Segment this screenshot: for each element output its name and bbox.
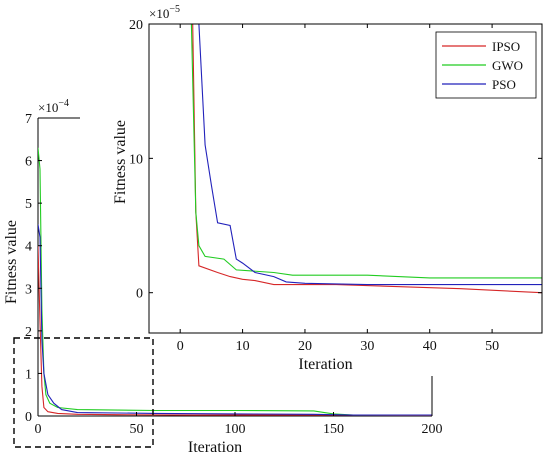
series-line-ipso bbox=[38, 245, 432, 416]
exponent-base: ×10 bbox=[149, 6, 169, 21]
zoom-region-box bbox=[13, 337, 154, 448]
legend-label-ipso: IPSO bbox=[492, 39, 520, 54]
exponent-power: −4 bbox=[58, 98, 69, 109]
x-tick-label: 50 bbox=[485, 339, 499, 354]
x-tick-label: 40 bbox=[423, 339, 437, 354]
y-tick-label: 20 bbox=[129, 18, 143, 33]
x-tick-label: 10 bbox=[236, 339, 250, 354]
series-line-ipso bbox=[192, 24, 542, 294]
series-line-pso bbox=[38, 224, 432, 416]
y-tick-label: 7 bbox=[25, 112, 32, 127]
x-tick-label: 50 bbox=[130, 422, 144, 437]
inset-frame bbox=[148, 23, 543, 334]
exponent-label: ×10−4 bbox=[38, 98, 69, 115]
x-tick-label: 150 bbox=[323, 422, 344, 437]
y-tick-label: 3 bbox=[25, 282, 32, 297]
series-line-gwo bbox=[190, 24, 542, 279]
y-tick-label: 5 bbox=[25, 197, 32, 212]
x-tick-label: 0 bbox=[177, 339, 184, 354]
legend-label-gwo: GWO bbox=[492, 58, 523, 73]
y-tick-label: 2 bbox=[25, 325, 32, 340]
exponent-label: ×10−5 bbox=[149, 4, 180, 21]
y-tick-label: 0 bbox=[136, 287, 143, 302]
y-tick-label: 6 bbox=[25, 155, 32, 170]
x-axis-label: Iteration bbox=[188, 439, 242, 456]
x-tick-label: 100 bbox=[225, 422, 246, 437]
series-line-pso bbox=[198, 24, 542, 286]
y-tick-label: 0 bbox=[25, 410, 32, 425]
inset-plot: 0 10 20 30 40 50 0 10 20 ×10−5 Iteration Fitness va… bbox=[112, 4, 543, 373]
y-tick-label: 10 bbox=[129, 152, 143, 167]
x-tick-label: 30 bbox=[360, 339, 374, 354]
exponent-power: −5 bbox=[169, 4, 180, 15]
x-tick-label: 20 bbox=[298, 339, 312, 354]
y-axis-label: Fitness value bbox=[112, 120, 129, 204]
main-plot: 0 50 100 150 20001234567×10−4IterationFitnes… bbox=[3, 98, 443, 456]
legend-label-pso: PSO bbox=[492, 77, 516, 92]
y-axis-label: Fitness value bbox=[3, 220, 20, 304]
series-line-gwo bbox=[38, 147, 432, 416]
exponent-base: ×10 bbox=[38, 100, 58, 115]
x-tick-label: 200 bbox=[422, 422, 443, 437]
x-axis-label: Iteration bbox=[298, 356, 352, 373]
x-tick-label: 0 bbox=[35, 422, 42, 437]
y-tick-label: 1 bbox=[25, 367, 32, 382]
y-tick-label: 4 bbox=[25, 240, 32, 255]
